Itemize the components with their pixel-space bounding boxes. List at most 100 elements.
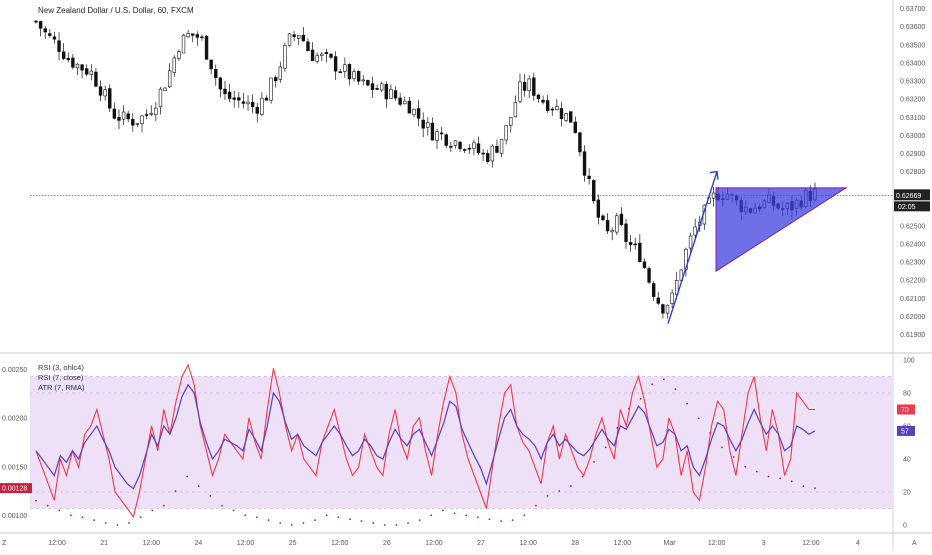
candle-body: [416, 108, 421, 119]
rsi-tick-label: 40: [903, 457, 911, 464]
candle-body: [121, 111, 126, 120]
atr-tick-label: 0.00150: [2, 464, 27, 471]
candle-body: [260, 97, 264, 115]
price-tick-label: 0.62100: [900, 296, 925, 303]
candle-body: [444, 134, 448, 146]
candle-body: [596, 199, 601, 218]
candle-body: [158, 88, 163, 108]
atr-point: [81, 516, 84, 519]
legend-rsi3[interactable]: RSI (3, ohlc4): [38, 363, 84, 372]
candle-body: [94, 71, 98, 87]
candle-body: [642, 261, 647, 268]
atr-point: [628, 407, 630, 410]
legend-atr[interactable]: ATR (7, RMA): [38, 383, 85, 392]
atr-point: [46, 504, 49, 507]
candle-body: [140, 115, 144, 124]
chart-title: New Zealand Dollar / U.S. Dollar, 60, FX…: [38, 6, 194, 15]
candle-body: [283, 45, 287, 69]
time-tick-label: 3: [762, 540, 766, 547]
atr-point: [721, 446, 723, 449]
price-tick-label: 0.63600: [900, 24, 925, 31]
candle-body: [688, 235, 693, 249]
candle-body: [559, 108, 564, 119]
candle-body: [573, 121, 578, 133]
rsi-band: [30, 376, 893, 509]
atr-point: [674, 388, 677, 391]
candle-body: [324, 52, 329, 55]
legend-rsi7[interactable]: RSI (7, close): [38, 373, 84, 382]
candle-body: [186, 33, 190, 38]
candle-body: [605, 220, 610, 232]
candle-body: [209, 59, 213, 70]
atr-point: [442, 509, 444, 512]
candle-body: [154, 107, 158, 115]
atr-point: [616, 427, 619, 429]
candle-body: [647, 268, 651, 283]
atr-point: [221, 504, 223, 507]
atr-point: [151, 509, 154, 512]
time-axis-left-marker[interactable]: Z: [2, 540, 7, 547]
time-axis-right-marker[interactable]: A: [912, 540, 917, 547]
candle-body: [98, 86, 103, 96]
atr-point: [174, 490, 177, 492]
candle-body: [320, 53, 324, 56]
time-tick-label: 27: [477, 540, 485, 547]
candle-body: [75, 63, 80, 69]
time-tick-label: 24: [194, 540, 202, 547]
time-tick-label: 4: [856, 540, 860, 547]
candle-body: [472, 142, 476, 149]
price-tick-label: 0.63500: [900, 42, 925, 49]
candle-body: [85, 68, 89, 75]
candle-body: [412, 108, 416, 115]
rsi3-line: [35, 363, 815, 519]
time-tick-label: 12:00: [802, 540, 820, 547]
rsi-tick-label: 20: [903, 490, 911, 497]
atr-point: [197, 485, 200, 488]
atr-point: [558, 490, 561, 492]
candle-body: [541, 99, 545, 103]
time-tick-label: Mar: [663, 540, 676, 547]
candle-body: [250, 101, 255, 108]
atr-point: [58, 509, 61, 512]
time-tick-label: 12:00: [708, 540, 726, 547]
candle-body: [568, 111, 573, 123]
time-tick-label: 25: [289, 540, 297, 547]
candle-body: [656, 297, 660, 304]
candle-body: [356, 71, 361, 82]
candle-body: [57, 40, 61, 52]
triangle-pattern[interactable]: [715, 187, 848, 273]
price-tick-label: 0.63000: [900, 133, 925, 140]
atr-point: [662, 378, 665, 381]
drawing-layer[interactable]: [667, 170, 848, 324]
candle-body: [532, 77, 536, 96]
price-tick-label: 0.62300: [900, 260, 925, 267]
atr-point: [35, 499, 37, 502]
candle-body: [527, 78, 531, 92]
atr-point: [604, 446, 607, 449]
rsi-tick-label: 100: [903, 358, 915, 365]
candle-body: [200, 36, 204, 39]
candle-body: [227, 91, 232, 99]
candle-body: [144, 114, 149, 116]
trend-arrow-line[interactable]: [667, 171, 718, 324]
candle-body: [693, 226, 697, 236]
candle-body: [380, 83, 384, 91]
candle-body: [52, 36, 57, 40]
atr-point: [209, 494, 212, 497]
price-tick-label: 0.63700: [900, 6, 925, 13]
candle-body: [131, 119, 135, 126]
candle-body: [513, 102, 518, 117]
atr-point: [232, 509, 235, 512]
candle-body: [126, 113, 130, 120]
candle-body: [403, 100, 407, 105]
candle-body: [366, 80, 370, 86]
candle-body: [536, 94, 541, 99]
atr-point: [802, 485, 805, 488]
candle-body: [310, 49, 315, 62]
candle-body: [338, 71, 342, 73]
time-tick-label: 12:00: [425, 540, 443, 547]
trend-arrow-head[interactable]: [709, 170, 719, 180]
atr-point: [395, 524, 398, 526]
